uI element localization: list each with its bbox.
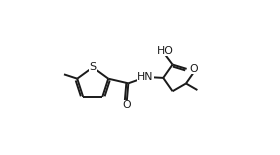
Text: HO: HO [157,46,174,56]
Text: O: O [190,64,198,74]
Text: O: O [122,100,131,111]
Text: S: S [89,62,96,72]
Text: HN: HN [137,72,154,82]
